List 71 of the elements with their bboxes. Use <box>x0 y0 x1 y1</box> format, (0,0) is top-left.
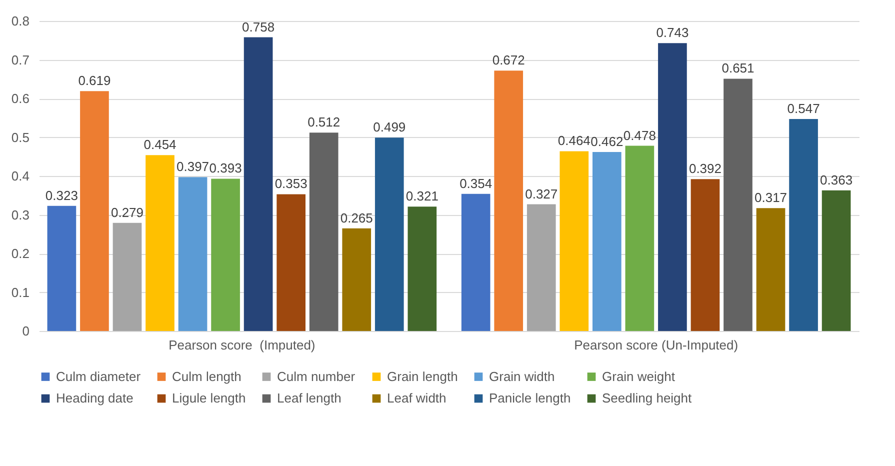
data-label: 0.464 <box>558 133 590 148</box>
x-tick-label: Pearson score (Un-Imputed) <box>574 338 738 352</box>
data-label: 0.512 <box>308 114 340 130</box>
bar <box>276 194 306 331</box>
bar <box>756 208 786 331</box>
data-label: 0.619 <box>78 73 111 88</box>
bar <box>690 179 720 331</box>
bar <box>342 228 372 331</box>
data-label: 0.393 <box>209 160 242 176</box>
legend-label: Panicle length <box>489 390 571 406</box>
bar <box>112 222 142 331</box>
y-tick-label: 0.1 <box>11 284 30 300</box>
x-tick-label: Pearson score (Imputed) <box>168 338 316 352</box>
bar <box>658 43 687 331</box>
data-label: 0.672 <box>492 52 525 68</box>
legend-label: Grain length <box>387 368 458 384</box>
y-tick-label: 0.3 <box>11 207 30 222</box>
legend-label: Ligule length <box>172 390 246 406</box>
data-label: 0.392 <box>688 161 722 176</box>
legend-label: Culm diameter <box>56 368 142 384</box>
bar <box>47 206 76 331</box>
data-label: 0.397 <box>176 159 210 174</box>
data-label: 0.317 <box>754 190 788 206</box>
bar <box>526 204 556 331</box>
data-label: 0.363 <box>820 172 853 188</box>
bar <box>211 178 240 331</box>
y-tick-label: 0.4 <box>11 168 30 184</box>
bar <box>80 91 109 331</box>
y-tick-label: 0.6 <box>11 91 30 106</box>
data-label: 0.353 <box>274 176 308 192</box>
y-tick-label: 0.8 <box>11 14 30 28</box>
bar <box>822 190 851 331</box>
data-label: 0.499 <box>373 120 406 135</box>
legend-label: Grain width <box>489 368 555 384</box>
bar <box>494 70 524 331</box>
data-label: 0.743 <box>656 25 689 40</box>
data-label: 0.354 <box>460 176 492 191</box>
data-label: 0.327 <box>525 186 558 202</box>
legend-label: Leaf length <box>277 390 342 406</box>
data-label: 0.462 <box>590 134 624 149</box>
y-tick-label: 0.2 <box>11 246 30 261</box>
legend-label: Culm number <box>277 368 356 384</box>
bar <box>309 132 338 331</box>
data-label: 0.651 <box>722 60 754 76</box>
data-label: 0.758 <box>242 19 275 34</box>
legend-label: Seedling height <box>602 390 692 406</box>
legend-label: Culm length <box>172 368 242 384</box>
bar <box>625 146 654 331</box>
bar <box>560 151 589 331</box>
bar <box>374 138 404 331</box>
data-label: 0.547 <box>787 101 820 116</box>
bar <box>178 177 208 331</box>
legend-label: Heading date <box>56 390 134 406</box>
y-tick-label: 0.7 <box>11 52 30 68</box>
data-label: 0.478 <box>623 128 656 143</box>
data-label: 0.321 <box>406 188 438 204</box>
bar <box>461 194 490 331</box>
y-tick-label: 0 <box>22 324 30 338</box>
data-label: 0.454 <box>144 137 176 152</box>
bar <box>724 78 752 331</box>
y-tick-label: 0.5 <box>11 130 30 145</box>
legend-label: Grain weight <box>602 368 676 384</box>
data-label: 0.279 <box>110 204 144 220</box>
bar <box>789 119 818 331</box>
bar <box>146 155 174 331</box>
data-label: 0.323 <box>45 188 78 203</box>
bar <box>244 37 273 331</box>
data-label: 0.265 <box>340 210 373 226</box>
bar <box>592 152 622 331</box>
legend-label: Leaf width <box>387 390 446 406</box>
bar <box>408 206 437 331</box>
